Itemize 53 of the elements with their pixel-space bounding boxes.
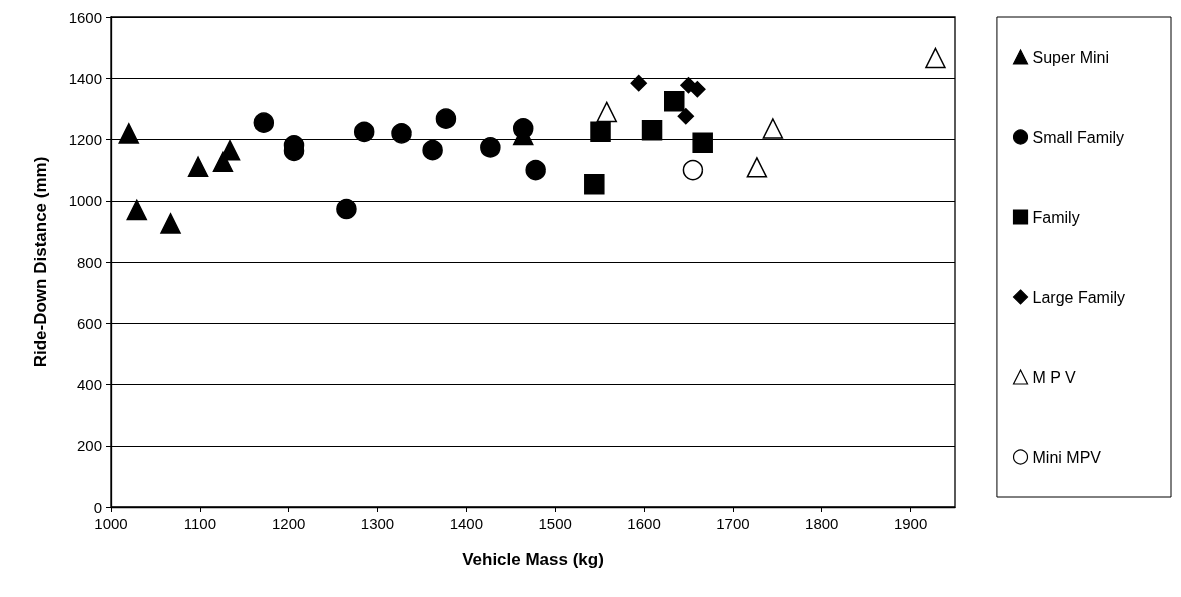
y-axis-title: Ride-Down Distance (mm) <box>31 156 50 368</box>
point <box>596 101 617 123</box>
point <box>391 123 412 144</box>
legend-label: M P V <box>1032 368 1077 386</box>
x-tick-label: 1600 <box>627 515 661 532</box>
y-tick-label: 0 <box>93 498 102 516</box>
x-tick-label: 1000 <box>94 515 128 532</box>
legend-label: Large Family <box>1032 288 1126 306</box>
point <box>641 120 663 141</box>
point <box>118 123 140 144</box>
point <box>435 108 457 129</box>
point <box>664 90 685 112</box>
y-tick-label: 200 <box>76 437 102 455</box>
point <box>584 173 605 195</box>
point <box>513 118 534 139</box>
point <box>480 137 501 158</box>
x-tick-label: 1300 <box>360 515 395 532</box>
point <box>422 139 443 161</box>
x-tick-label: 1200 <box>272 515 306 532</box>
x-axis-title: Vehicle Mass (kg) <box>462 550 604 569</box>
legend-label: Super Mini <box>1032 48 1110 66</box>
x-tick-label: 1900 <box>893 515 928 532</box>
point <box>692 132 713 154</box>
point <box>630 74 647 92</box>
legend-label: Family <box>1032 208 1080 226</box>
y-tick-label: 1600 <box>68 8 102 26</box>
legend-label: Small Family <box>1032 128 1125 146</box>
point <box>160 213 181 234</box>
point <box>353 121 375 143</box>
y-tick-label: 400 <box>76 376 102 393</box>
point <box>746 157 768 178</box>
y-tick-label: 1000 <box>68 192 102 210</box>
point <box>336 198 357 220</box>
point <box>682 159 704 181</box>
point <box>590 121 611 143</box>
y-tick-label: 800 <box>76 253 102 271</box>
point <box>677 107 695 125</box>
x-tick-label: 1700 <box>716 515 750 532</box>
y-tick-label: 1400 <box>68 69 102 87</box>
x-tick-label: 1400 <box>449 515 484 532</box>
y-tick-label: 1200 <box>68 131 102 148</box>
point <box>925 47 946 69</box>
point <box>525 159 546 181</box>
point <box>126 199 148 221</box>
x-tick-label: 1100 <box>183 515 216 532</box>
point <box>253 112 275 133</box>
point <box>762 118 784 139</box>
legend-label: Mini MPV <box>1032 448 1102 466</box>
x-tick-label: 1500 <box>538 515 572 532</box>
y-tick-label: 600 <box>76 314 102 332</box>
x-tick-label: 1800 <box>805 515 839 532</box>
point <box>187 156 209 178</box>
point <box>689 81 706 98</box>
